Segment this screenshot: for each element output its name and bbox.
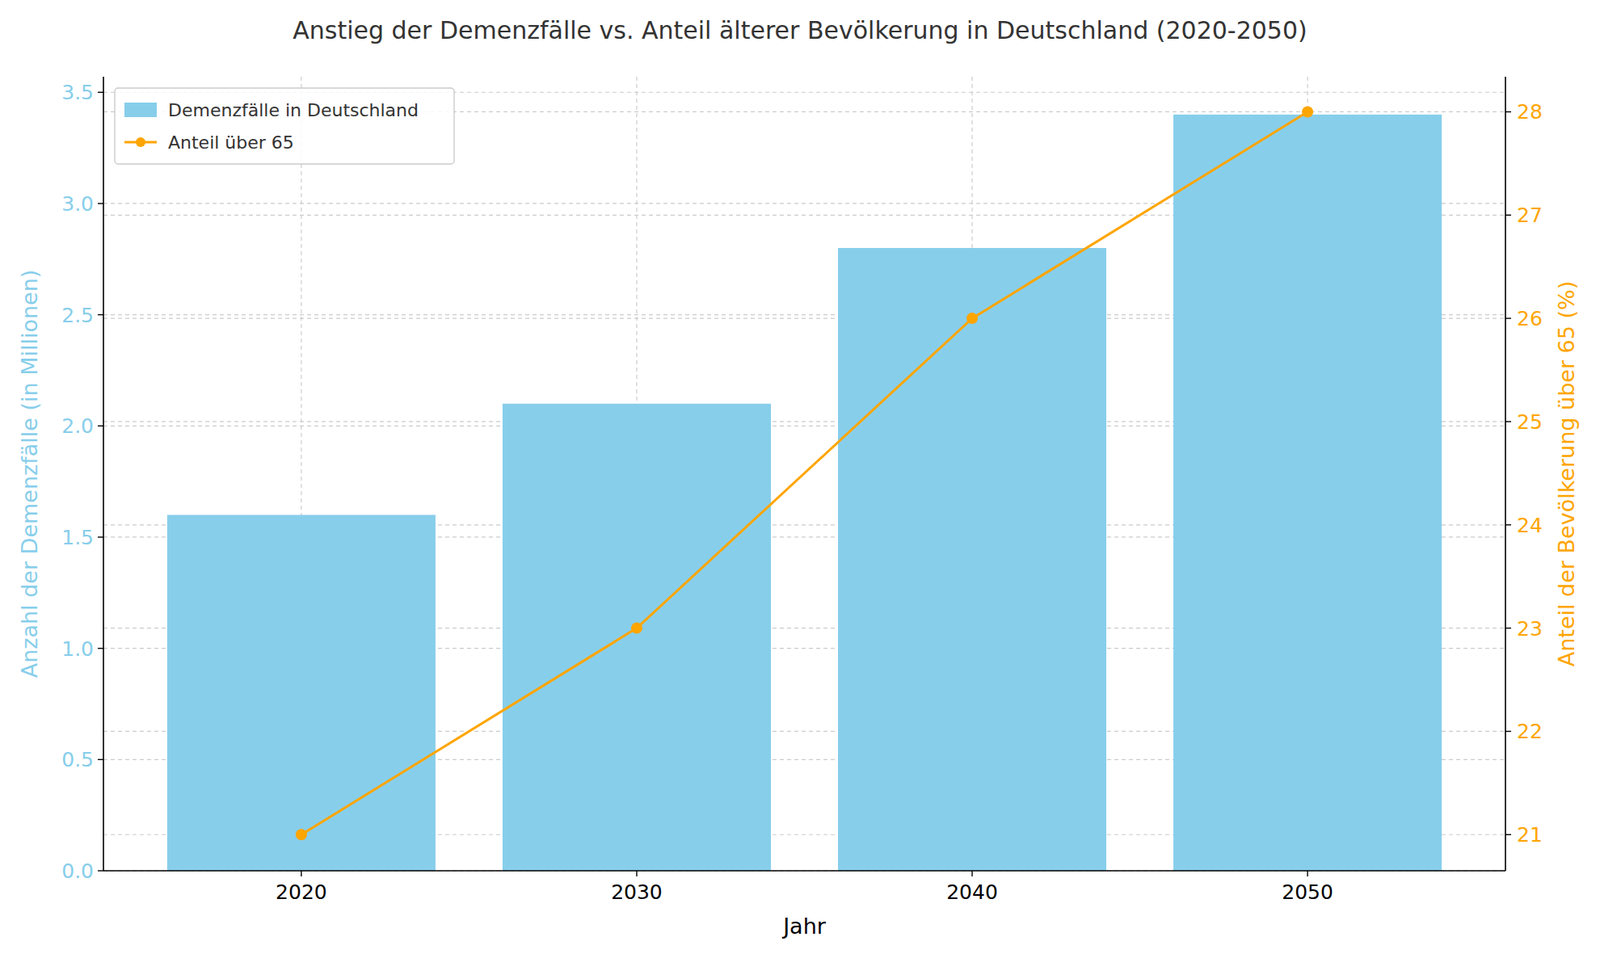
tick-label: 1.0 — [61, 637, 94, 662]
tick — [1505, 111, 1512, 113]
tick — [1306, 871, 1308, 877]
tick — [1505, 421, 1512, 422]
tick-label: 2.0 — [61, 414, 94, 438]
tick — [1505, 214, 1512, 216]
legend-swatch — [135, 137, 146, 148]
legend-swatch — [124, 102, 157, 118]
axis-line — [103, 870, 1506, 872]
bar — [167, 514, 436, 872]
tick-label: 3.0 — [61, 192, 94, 216]
tick-label: 0.5 — [61, 748, 94, 772]
marker — [1301, 105, 1314, 118]
axis-line — [102, 76, 105, 872]
tick-label: 27 — [1516, 203, 1543, 228]
tick — [1505, 731, 1512, 733]
tick-label: 23 — [1516, 617, 1543, 641]
y2-label: Anteil der Bevölkerung über 65 (%) — [1553, 281, 1579, 667]
tick-label: 26 — [1516, 307, 1543, 331]
tick-label: 28 — [1516, 100, 1543, 124]
axis-line — [1504, 76, 1507, 872]
tick-label: 24 — [1516, 513, 1543, 538]
tick — [300, 871, 302, 877]
tick — [97, 202, 104, 204]
tick-label: 25 — [1516, 410, 1543, 434]
tick — [1505, 834, 1512, 836]
bar — [1173, 114, 1442, 872]
tick-label: 21 — [1516, 823, 1543, 847]
tick-label: 0.0 — [61, 859, 94, 884]
chart: 2020 2030 2040 2050 0.0 0.5 1.0 1.5 2.0 2.5 3.0 3.5… — [0, 0, 1600, 958]
tick — [97, 759, 104, 761]
grid — [103, 76, 1506, 872]
title: Anstieg der Demenzfälle vs. Anteil älter… — [292, 16, 1307, 45]
tick — [97, 425, 104, 427]
tick — [635, 871, 637, 877]
tick — [97, 536, 104, 538]
line — [301, 111, 1308, 835]
tick-label: 1.5 — [61, 526, 94, 550]
grid-line — [103, 870, 1506, 872]
marker — [295, 829, 308, 841]
tick-label: 2020 — [275, 880, 328, 905]
tick — [1505, 524, 1512, 526]
tick-label: 2030 — [610, 880, 663, 905]
tick-label: 22 — [1516, 720, 1543, 744]
tick-label: 2050 — [1281, 880, 1334, 905]
tick — [97, 314, 104, 316]
tick-label: 2040 — [946, 880, 998, 905]
bar — [837, 248, 1107, 872]
tick-label: 3.5 — [61, 80, 94, 105]
legend-box — [114, 88, 455, 165]
x-label: Jahr — [781, 913, 827, 939]
plot-area — [167, 105, 1442, 872]
bar — [502, 404, 771, 872]
legend: Demenzfälle in Deutschland Anteil über 65 — [114, 88, 455, 165]
tick — [1505, 627, 1512, 629]
tick — [1505, 317, 1512, 319]
legend-label: Demenzfälle in Deutschland — [168, 100, 419, 121]
marker — [631, 623, 643, 635]
tick — [97, 648, 104, 649]
legend-label: Anteil über 65 — [168, 132, 295, 153]
tick — [97, 92, 104, 93]
marker — [966, 312, 978, 325]
tick — [97, 870, 104, 872]
y-label: Anzahl der Demenzfälle (in Millionen) — [16, 269, 43, 679]
tick — [971, 871, 973, 877]
tick-label: 2.5 — [61, 303, 94, 328]
